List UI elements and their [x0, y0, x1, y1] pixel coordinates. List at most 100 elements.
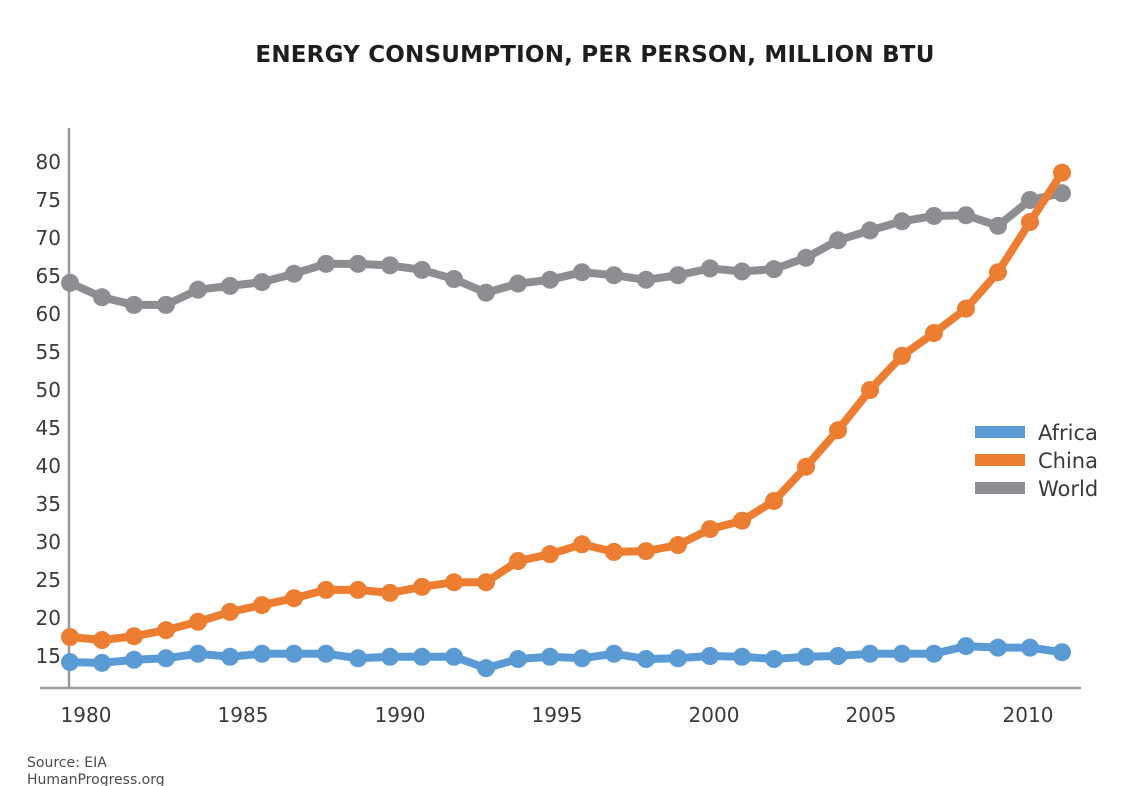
data-point-world [61, 273, 79, 292]
y-tick-label: 25 [36, 568, 61, 592]
y-tick-label: 15 [36, 644, 61, 668]
data-point-world [733, 262, 751, 281]
data-point-africa [221, 647, 239, 666]
x-tick-label: 1990 [375, 703, 426, 727]
data-point-world [989, 216, 1007, 235]
data-point-world [1021, 191, 1039, 209]
data-point-africa [1053, 643, 1071, 662]
data-point-world [701, 259, 719, 278]
y-tick-label: 40 [36, 454, 61, 478]
data-point-world [605, 266, 623, 285]
data-point-africa [893, 644, 911, 663]
data-point-africa [701, 647, 719, 665]
series-layer [61, 163, 1071, 678]
data-point-world [349, 254, 367, 273]
data-point-world [637, 270, 655, 289]
data-point-china [797, 457, 815, 476]
data-point-china [93, 631, 111, 650]
data-point-china [701, 520, 719, 539]
data-point-africa [349, 649, 367, 668]
x-axis-ticks: 1980 1985 1990 1995 2000 2005 2010 [61, 703, 1054, 727]
data-point-world [445, 270, 463, 289]
data-point-africa [93, 653, 111, 672]
axes [40, 128, 1081, 690]
y-tick-label: 30 [36, 530, 61, 554]
x-tick-label: 2010 [1003, 703, 1054, 727]
data-point-china [733, 511, 751, 530]
y-axis-ticks: 15 20 25 30 35 40 45 50 55 60 65 70 75 80 [36, 150, 61, 668]
data-point-world [189, 280, 207, 299]
data-point-africa [765, 650, 783, 669]
data-point-china [189, 612, 207, 631]
data-point-africa [413, 647, 431, 666]
data-point-world [573, 263, 591, 282]
data-point-china [1053, 163, 1071, 182]
legend-label-africa: Africa [1038, 421, 1098, 445]
chart-title: ENERGY CONSUMPTION, PER PERSON, MILLION … [255, 42, 934, 68]
data-point-world [925, 206, 943, 225]
data-point-world [253, 273, 271, 292]
legend-item-world: World [975, 477, 1098, 501]
data-point-africa [381, 647, 399, 666]
y-tick-label: 70 [36, 226, 61, 250]
data-point-africa [989, 638, 1007, 657]
data-point-africa [61, 653, 79, 672]
y-tick-label: 65 [36, 264, 61, 288]
series-line-world [66, 189, 1066, 309]
data-point-world [541, 270, 559, 289]
series-line-africa [66, 642, 1066, 673]
y-tick-label: 80 [36, 150, 61, 174]
data-point-africa [285, 644, 303, 663]
data-point-china [349, 580, 367, 599]
data-point-china [125, 627, 143, 646]
data-point-china [477, 573, 495, 592]
data-point-africa [189, 644, 207, 663]
data-point-world [157, 295, 175, 314]
data-point-china [829, 421, 847, 440]
data-point-world [797, 248, 815, 267]
data-point-china [445, 573, 463, 592]
y-tick-label: 55 [36, 340, 61, 364]
data-point-china [669, 536, 687, 555]
y-tick-label: 50 [36, 378, 61, 402]
data-point-china [861, 381, 879, 399]
y-tick-label: 35 [36, 492, 61, 516]
data-point-world [1053, 184, 1071, 203]
data-point-china [541, 545, 559, 564]
legend-swatch-africa [975, 426, 1025, 438]
data-point-world [285, 264, 303, 283]
data-point-china [413, 577, 431, 596]
legend-label-world: World [1038, 477, 1098, 501]
data-point-china [509, 552, 527, 570]
data-point-africa [733, 647, 751, 666]
x-tick-label: 2005 [846, 703, 897, 727]
data-point-africa [541, 647, 559, 666]
legend-item-china: China [975, 449, 1098, 473]
data-point-china [637, 542, 655, 561]
x-tick-label: 1995 [532, 703, 583, 727]
legend-swatch-world [975, 482, 1025, 494]
y-tick-label: 75 [36, 188, 61, 212]
legend-swatch-china [975, 454, 1025, 466]
data-point-world [509, 274, 527, 293]
data-point-china [765, 491, 783, 510]
data-point-china [221, 602, 239, 621]
data-point-china [381, 583, 399, 602]
data-point-china [925, 324, 943, 342]
data-point-africa [125, 650, 143, 669]
data-point-africa [253, 644, 271, 663]
x-tick-label: 1985 [218, 703, 269, 727]
data-point-africa [157, 649, 175, 668]
data-point-africa [797, 647, 815, 666]
y-tick-label: 60 [36, 302, 61, 326]
data-point-africa [573, 649, 591, 668]
data-point-africa [637, 650, 655, 669]
data-point-africa [957, 637, 975, 656]
data-point-world [93, 288, 111, 307]
legend-item-africa: Africa [975, 421, 1098, 445]
data-point-china [893, 346, 911, 365]
data-point-world [381, 256, 399, 275]
data-point-africa [669, 649, 687, 668]
y-tick-label: 45 [36, 416, 61, 440]
